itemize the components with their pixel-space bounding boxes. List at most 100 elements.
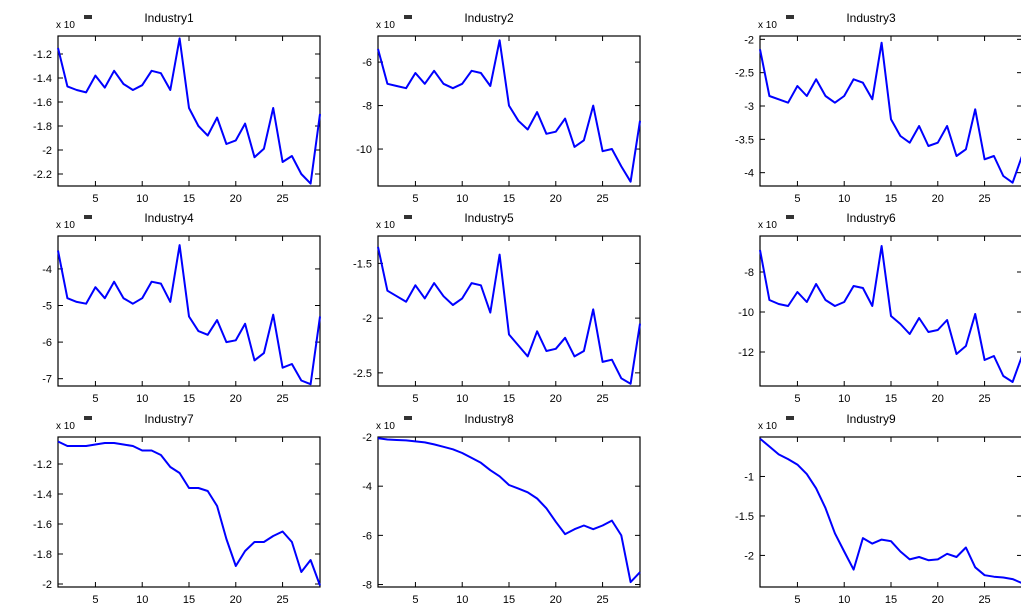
- y-tick-label: -4: [744, 168, 754, 180]
- exponent-label: x 10: [56, 220, 75, 231]
- exponent-superscript: [786, 416, 794, 420]
- y-tick-label: -4: [362, 481, 372, 493]
- y-tick-label: -2: [362, 313, 372, 325]
- series-line: [57, 440, 321, 586]
- y-tick-label: -8: [362, 580, 372, 592]
- x-tick-label: 5: [794, 193, 800, 205]
- y-tick-label: -3.5: [735, 134, 754, 146]
- x-tick-label: 15: [885, 193, 897, 205]
- x-tick-label: 25: [978, 594, 990, 606]
- x-tick-label: 10: [838, 393, 850, 405]
- y-tick-label: -2: [42, 145, 52, 157]
- x-tick-label: 20: [230, 193, 242, 205]
- y-tick-label: -1.2: [33, 49, 52, 61]
- x-tick-label: 25: [596, 594, 608, 606]
- x-tick-label: 10: [838, 594, 850, 606]
- x-tick-label: 5: [794, 594, 800, 606]
- series-line: [377, 437, 641, 584]
- y-tick-label: -8: [362, 101, 372, 113]
- series-line: [377, 39, 641, 183]
- exponent-superscript: [84, 215, 92, 219]
- panel-industry9: Industry9 x 10 5 10 15 20 25 -1 -1.5 -2: [735, 412, 1021, 606]
- x-tick-label: 5: [412, 393, 418, 405]
- x-tick-label: 25: [276, 393, 288, 405]
- exponent-label: x 10: [758, 220, 777, 231]
- panel-title: Industry1: [144, 11, 194, 25]
- x-tick-label: 5: [92, 393, 98, 405]
- x-tick-label: 25: [978, 393, 990, 405]
- axes-frame: [377, 35, 641, 187]
- y-tick-label: -3: [744, 101, 754, 113]
- x-tick-label: 15: [183, 594, 195, 606]
- x-tick-label: 20: [550, 393, 562, 405]
- exponent-superscript: [786, 15, 794, 19]
- y-tick-label: -5: [42, 301, 52, 313]
- x-tick-label: 15: [503, 393, 515, 405]
- axes-frame: [377, 235, 641, 387]
- x-tick-label: 10: [136, 193, 148, 205]
- y-tick-label: -1.5: [735, 511, 754, 523]
- exponent-label: x 10: [376, 20, 395, 31]
- series-line: [377, 246, 641, 385]
- x-tick-label: 15: [503, 193, 515, 205]
- exponent-label: x 10: [376, 421, 395, 432]
- y-tick-label: -2: [42, 579, 52, 591]
- x-tick-label: 20: [932, 393, 944, 405]
- panel-title: Industry3: [846, 11, 896, 25]
- x-tick-label: 25: [596, 393, 608, 405]
- y-tick-label: -1.6: [33, 97, 52, 109]
- x-tick-label: 20: [932, 594, 944, 606]
- y-tick-label: -4: [42, 264, 52, 276]
- y-tick-label: -2.2: [33, 169, 52, 181]
- panel-industry2: Industry2 x 10 5 10 15 20 25 -6 -8 -10: [356, 11, 641, 205]
- y-tick-label: -1.4: [33, 489, 52, 501]
- y-tick-label: -6: [362, 57, 372, 69]
- x-tick-label: 15: [183, 193, 195, 205]
- x-tick-label: 15: [885, 594, 897, 606]
- series-line: [759, 41, 1021, 184]
- y-tick-label: -1.8: [33, 549, 52, 561]
- panel-industry4: Industry4 x 10 5 10 15 20 25 -4 -5 -6 -7: [42, 211, 321, 405]
- x-tick-label: 10: [456, 594, 468, 606]
- x-tick-label: 25: [276, 193, 288, 205]
- x-tick-label: 5: [412, 594, 418, 606]
- exponent-superscript: [404, 215, 412, 219]
- exponent-superscript: [404, 416, 412, 420]
- axes-frame: [57, 35, 321, 187]
- x-tick-label: 10: [456, 193, 468, 205]
- x-tick-label: 5: [92, 594, 98, 606]
- exponent-superscript: [84, 15, 92, 19]
- panel-industry8: Industry8 x 10 5 10 15 20 25 -2 -4 -6 -8: [362, 412, 641, 606]
- axes-frame: [377, 436, 641, 588]
- series-line: [57, 244, 321, 386]
- x-tick-label: 5: [92, 193, 98, 205]
- panel-industry1: Industry1 x 10 5 10 15 20 25 -1.2 -1.4 -1.6 -1.8 -2…: [33, 11, 321, 205]
- axes-frame: [759, 436, 1021, 588]
- panel-industry3: Industry3 x 10 5 10 15 20 25 -2 -2.5 -3 -3.5 -4: [735, 11, 1021, 205]
- x-tick-label: 20: [230, 393, 242, 405]
- exponent-label: x 10: [758, 20, 777, 31]
- panel-industry6: Industry6 x 10 5 10 15 20 25 -8 -10 -12: [738, 211, 1021, 405]
- y-tick-label: -1.2: [33, 459, 52, 471]
- y-tick-label: -2.5: [353, 368, 372, 380]
- exponent-superscript: [786, 215, 794, 219]
- x-tick-label: 20: [230, 594, 242, 606]
- exponent-label: x 10: [376, 220, 395, 231]
- panel-title: Industry4: [144, 211, 194, 225]
- panel-title: Industry5: [464, 211, 514, 225]
- y-tick-label: -10: [356, 144, 372, 156]
- y-tick-label: -2: [744, 550, 754, 562]
- y-tick-label: -1.8: [33, 121, 52, 133]
- series-line: [57, 37, 321, 185]
- x-tick-label: 10: [456, 393, 468, 405]
- y-tick-label: -1.6: [33, 519, 52, 531]
- panel-industry7: Industry7 x 10 5 10 15 20 25 -1.2 -1.4 -1.6 -1.8 -2: [33, 412, 321, 606]
- panel-title: Industry2: [464, 11, 514, 25]
- exponent-superscript: [84, 416, 92, 420]
- series-line: [759, 437, 1021, 584]
- series-line: [759, 245, 1021, 383]
- panel-title: Industry8: [464, 412, 514, 426]
- exponent-label: x 10: [56, 421, 75, 432]
- x-tick-label: 20: [550, 594, 562, 606]
- y-tick-label: -2: [744, 34, 754, 46]
